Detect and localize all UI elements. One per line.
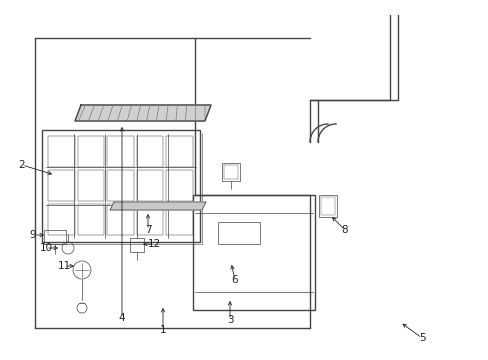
Bar xyxy=(137,204,163,235)
Polygon shape xyxy=(75,105,210,121)
Bar xyxy=(78,136,104,167)
Bar xyxy=(42,130,200,242)
Bar xyxy=(222,163,240,181)
Bar xyxy=(137,136,163,167)
Text: 6: 6 xyxy=(231,275,238,285)
Bar xyxy=(48,204,75,235)
Bar xyxy=(224,165,238,179)
Bar xyxy=(48,170,75,201)
Bar xyxy=(48,136,75,167)
Bar xyxy=(137,170,163,201)
Bar xyxy=(130,238,143,252)
Text: 10: 10 xyxy=(40,243,52,253)
Bar xyxy=(166,136,193,167)
Bar xyxy=(78,204,104,235)
Text: 2: 2 xyxy=(19,160,25,170)
Text: 1: 1 xyxy=(160,325,166,335)
Text: 12: 12 xyxy=(147,239,160,249)
Polygon shape xyxy=(110,202,205,210)
Bar xyxy=(193,195,314,310)
Bar xyxy=(218,222,260,244)
Bar xyxy=(78,170,104,201)
Bar xyxy=(107,204,134,235)
Bar xyxy=(44,230,66,244)
Bar xyxy=(107,170,134,201)
Text: 9: 9 xyxy=(30,230,36,240)
Text: 11: 11 xyxy=(57,261,70,271)
Bar xyxy=(320,197,334,215)
Bar xyxy=(166,204,193,235)
Bar xyxy=(318,195,336,217)
Bar xyxy=(166,170,193,201)
Bar xyxy=(107,136,134,167)
Text: 3: 3 xyxy=(226,315,233,325)
Text: 4: 4 xyxy=(119,313,125,323)
Text: 5: 5 xyxy=(418,333,425,343)
Text: 8: 8 xyxy=(341,225,347,235)
Text: 7: 7 xyxy=(144,225,151,235)
